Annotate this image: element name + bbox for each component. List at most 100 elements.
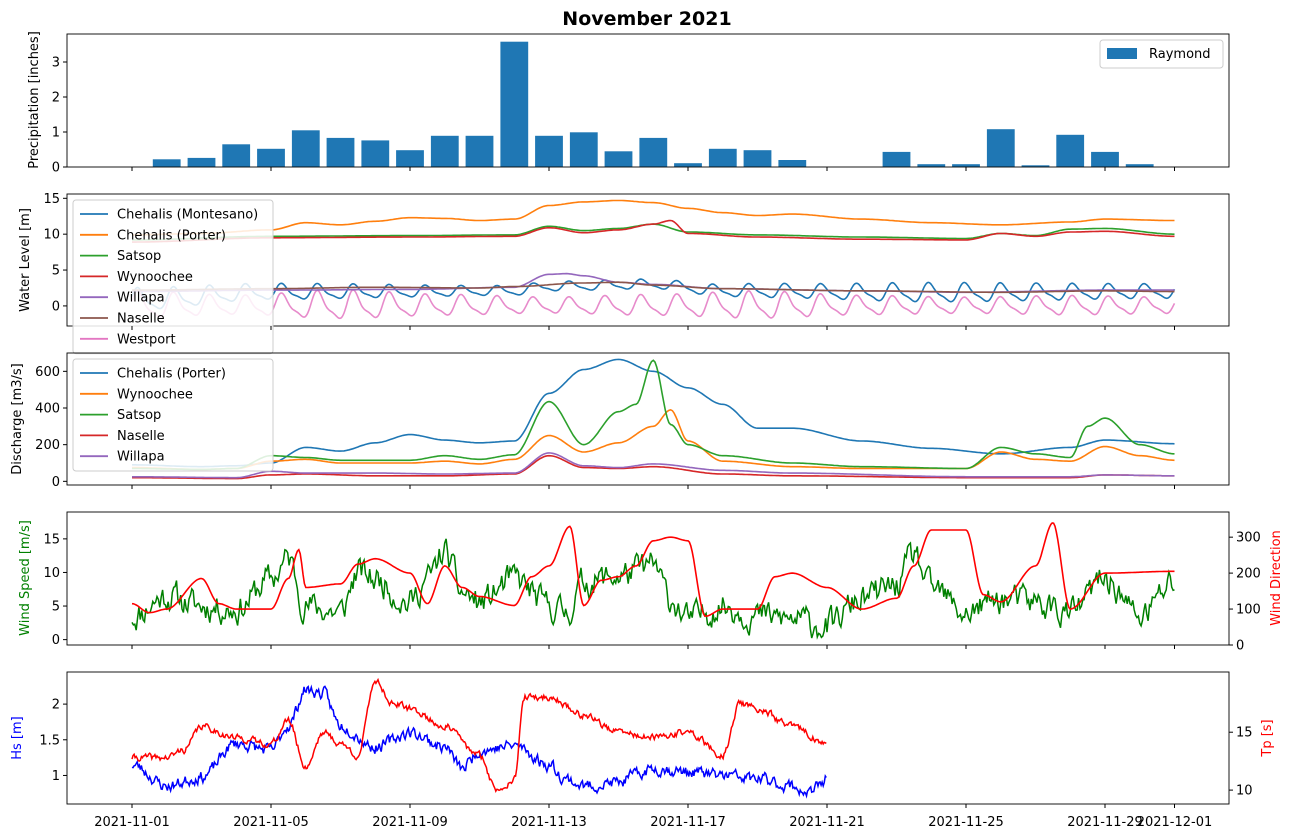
precip-bar <box>1056 134 1085 167</box>
y-tick-label: 0 <box>52 633 60 648</box>
y-tick-label: 2 <box>52 698 60 713</box>
y-tick-label: 2 <box>52 91 60 106</box>
panel-frame <box>66 511 1230 646</box>
series-line <box>132 408 1175 471</box>
legend-label: Westport <box>117 332 176 347</box>
legend-label: Wynoochee <box>117 270 193 285</box>
wind-direction-ylabel: Wind Direction <box>1269 530 1284 626</box>
x-tick-label: 2021-12-01 <box>1137 815 1213 830</box>
legend-label: Chehalis (Porter) <box>117 367 226 382</box>
water-level-ylabel: Water Level [m] <box>18 208 33 312</box>
y-tick-label: 1 <box>52 769 60 784</box>
y2-tick-label: 200 <box>1236 567 1261 582</box>
panel-precipitation: Precipitation [inches] Raymond 0 1 2 3 <box>27 31 1230 176</box>
water-level-legend: Chehalis (Montesano) Chehalis (Porter) Sat… <box>72 199 274 355</box>
precip-bar <box>639 137 668 167</box>
precip-bar <box>952 164 980 167</box>
y-axis-ticks: 0 200 400 600 <box>35 365 67 490</box>
y-tick-label: 10 <box>43 566 60 581</box>
precip-bar <box>465 135 494 167</box>
x-tick-label: 2021-11-17 <box>650 815 726 830</box>
discharge-ylabel: Discharge [m3/s] <box>10 363 25 474</box>
series-line <box>131 538 1175 640</box>
y-tick-label: 10 <box>43 228 60 243</box>
precip-bar <box>535 135 563 167</box>
precip-bar <box>674 163 702 167</box>
precip-bar <box>882 151 911 167</box>
y2-tick-label: 100 <box>1236 603 1261 618</box>
wind-speed-ylabel: Wind Speed [m/s] <box>18 520 33 636</box>
series-line <box>132 358 1175 468</box>
legend-label: Chehalis (Porter) <box>117 228 226 243</box>
legend-frame <box>72 358 274 472</box>
precip-bar <box>778 160 807 167</box>
y-axis-ticks: 0 1 2 3 <box>52 56 67 176</box>
discharge-legend: Chehalis (Porter) Wynoochee Satsop Naselle W… <box>72 358 274 472</box>
y2-tick-label: 10 <box>1236 784 1253 799</box>
legend-label: Naselle <box>117 429 165 444</box>
tp-ylabel: Tp [s] <box>1260 719 1275 757</box>
legend-label: Satsop <box>117 249 161 264</box>
series-line <box>132 452 1175 479</box>
series-line <box>131 677 827 794</box>
x-tick-label: 2021-11-21 <box>789 815 865 830</box>
precip-bar <box>1091 151 1119 167</box>
y-tick-label: 600 <box>35 365 60 380</box>
legend-label: Satsop <box>117 408 161 423</box>
series-line <box>132 219 1175 243</box>
precipitation-ylabel: Precipitation [inches] <box>27 31 42 169</box>
precip-bar <box>361 140 390 167</box>
y-tick-label: 0 <box>52 475 60 490</box>
y2-axis-ticks: 0 100 200 300 <box>1229 531 1261 654</box>
series-line <box>131 684 827 799</box>
legend-swatch-raymond <box>1107 48 1137 59</box>
precip-bar <box>500 41 529 168</box>
y-tick-label: 0 <box>52 299 60 314</box>
precip-bar <box>604 151 633 168</box>
panel-frame <box>66 193 1230 327</box>
precip-bar <box>1125 164 1154 167</box>
hs-ylabel: Hs [m] <box>10 716 25 760</box>
y-tick-label: 15 <box>43 192 60 207</box>
legend-frame <box>72 199 274 355</box>
x-tick-label: 2021-11-05 <box>233 815 309 830</box>
legend-label: Willapa <box>117 291 165 306</box>
y-axis-ticks: 0 5 10 15 <box>43 532 67 648</box>
precip-bar <box>430 135 459 167</box>
y2-tick-label: 15 <box>1236 726 1253 741</box>
y2-tick-label: 300 <box>1236 531 1261 546</box>
figure-title: November 2021 <box>562 8 731 30</box>
y-axis-ticks: 11.52 <box>39 698 67 784</box>
y-tick-label: 1.5 <box>39 733 60 748</box>
panel-frame <box>66 33 1230 168</box>
legend-label-raymond: Raymond <box>1149 47 1211 62</box>
x-tick-label: 2021-11-01 <box>94 815 170 830</box>
precip-bar <box>917 164 946 167</box>
legend-label: Chehalis (Montesano) <box>117 208 258 223</box>
y-tick-label: 1 <box>52 126 60 141</box>
panel-wind: Wind Speed [m/s] Wind Direction 0 5 10 15 0 1… <box>18 511 1284 654</box>
x-tick-label: 2021-11-13 <box>511 815 587 830</box>
precip-bar <box>222 144 251 168</box>
precip-bar <box>708 148 737 167</box>
precip-bar <box>187 157 216 167</box>
y-tick-label: 200 <box>35 438 60 453</box>
legend-frame <box>1099 39 1224 69</box>
series-line <box>131 522 1175 618</box>
series-line <box>131 289 1176 320</box>
y-tick-label: 0 <box>52 161 60 176</box>
series-line <box>132 199 1175 236</box>
y-tick-label: 5 <box>52 264 60 279</box>
y-tick-label: 5 <box>52 600 60 615</box>
y2-tick-label: 0 <box>1236 639 1244 654</box>
precip-bar <box>1021 165 1050 168</box>
precip-bar <box>257 148 285 167</box>
y-tick-label: 15 <box>43 532 60 547</box>
precip-bar <box>569 132 598 167</box>
precip-bar <box>986 129 1015 167</box>
y-tick-label: 400 <box>35 402 60 417</box>
x-tick-label: 2021-11-09 <box>372 815 448 830</box>
panel-water-level: Water Level [m] Chehalis (Montesano)Cheh… <box>18 192 1230 355</box>
precip-bar <box>396 150 424 167</box>
